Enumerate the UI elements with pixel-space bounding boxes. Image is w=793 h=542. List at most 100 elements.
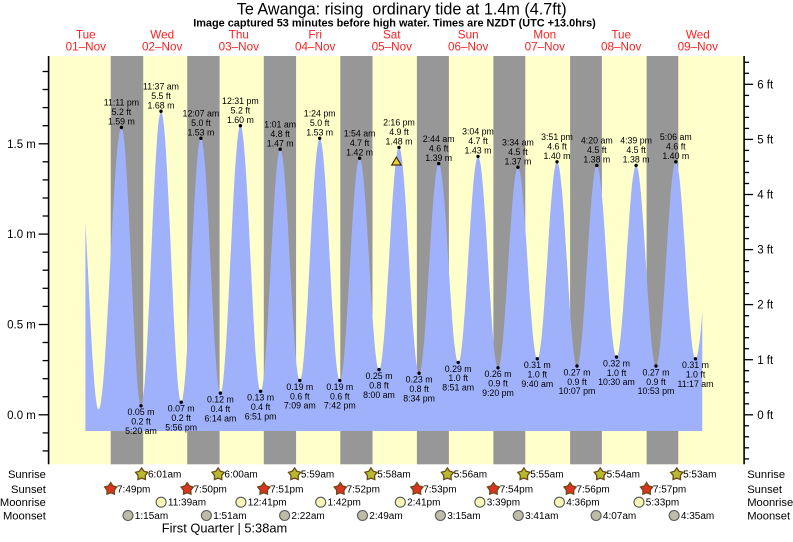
svg-text:1.0 ft: 1.0 ft xyxy=(686,370,706,380)
svg-text:1:54 am: 1:54 am xyxy=(344,128,376,138)
svg-text:Moonrise: Moonrise xyxy=(0,497,46,509)
svg-text:Te Awanga: rising ordinary ti: Te Awanga: rising ordinary tide at 1.4m … xyxy=(237,1,567,19)
svg-text:1.0 m: 1.0 m xyxy=(7,229,36,241)
svg-text:Sunrise: Sunrise xyxy=(8,469,46,481)
svg-text:0.31 m: 0.31 m xyxy=(524,360,551,370)
svg-text:5:58am: 5:58am xyxy=(377,470,410,481)
svg-text:3:51 pm: 3:51 pm xyxy=(541,132,573,142)
svg-text:5:56 pm: 5:56 pm xyxy=(165,422,197,432)
svg-text:Fri: Fri xyxy=(308,28,322,41)
svg-text:04–Nov: 04–Nov xyxy=(295,40,335,53)
svg-text:12:07 am: 12:07 am xyxy=(183,109,220,119)
svg-text:10:07 pm: 10:07 pm xyxy=(559,386,596,396)
svg-text:0.4 ft: 0.4 ft xyxy=(251,402,271,412)
svg-text:1:24 pm: 1:24 pm xyxy=(304,109,336,119)
svg-text:7:09 am: 7:09 am xyxy=(284,401,316,411)
svg-text:5:06 am: 5:06 am xyxy=(660,132,692,142)
svg-text:10:30 am: 10:30 am xyxy=(598,377,635,387)
svg-text:1.38 m: 1.38 m xyxy=(623,155,650,165)
svg-text:1:01 am: 1:01 am xyxy=(264,119,296,129)
svg-text:1.43 m: 1.43 m xyxy=(465,146,492,156)
svg-text:0.6 ft: 0.6 ft xyxy=(330,391,350,401)
svg-text:1.60 m: 1.60 m xyxy=(227,115,254,125)
svg-text:4.7 ft: 4.7 ft xyxy=(350,138,370,148)
svg-text:7:57pm: 7:57pm xyxy=(653,484,686,495)
svg-text:0.26 m: 0.26 m xyxy=(485,369,512,379)
svg-text:08–Nov: 08–Nov xyxy=(601,40,641,53)
svg-text:4:07am: 4:07am xyxy=(603,511,636,522)
svg-text:5:55am: 5:55am xyxy=(530,470,563,481)
svg-text:1.53 m: 1.53 m xyxy=(306,128,333,138)
svg-text:1.37 m: 1.37 m xyxy=(504,156,531,166)
svg-text:4.5 ft: 4.5 ft xyxy=(587,145,607,155)
svg-text:06–Nov: 06–Nov xyxy=(448,40,488,53)
svg-text:1.59 m: 1.59 m xyxy=(108,117,135,127)
svg-text:0.0 m: 0.0 m xyxy=(7,410,36,422)
svg-text:5:33pm: 5:33pm xyxy=(646,498,679,509)
svg-text:7:52pm: 7:52pm xyxy=(347,484,380,495)
svg-text:2:16 pm: 2:16 pm xyxy=(383,118,415,128)
svg-text:4.5 ft: 4.5 ft xyxy=(626,145,646,155)
svg-text:0.2 ft: 0.2 ft xyxy=(131,417,151,427)
svg-text:11:39am: 11:39am xyxy=(168,498,206,509)
svg-text:3:39pm: 3:39pm xyxy=(487,498,520,509)
svg-text:6:14 am: 6:14 am xyxy=(205,413,237,423)
svg-text:4:39 pm: 4:39 pm xyxy=(620,136,652,146)
svg-text:0.32 m: 0.32 m xyxy=(603,358,630,368)
svg-text:3:15am: 3:15am xyxy=(447,511,480,522)
svg-text:Thu: Thu xyxy=(229,28,249,41)
svg-text:0.9 ft: 0.9 ft xyxy=(646,377,666,387)
svg-text:Sun: Sun xyxy=(458,28,479,41)
svg-text:Tue: Tue xyxy=(611,28,631,41)
svg-text:5:20 am: 5:20 am xyxy=(125,426,157,436)
svg-text:1.68 m: 1.68 m xyxy=(148,100,175,110)
svg-text:Sunrise: Sunrise xyxy=(747,469,785,481)
svg-text:7:54pm: 7:54pm xyxy=(500,484,533,495)
svg-text:9:40 am: 9:40 am xyxy=(521,379,553,389)
svg-text:Sat: Sat xyxy=(383,28,401,41)
svg-text:2 ft: 2 ft xyxy=(757,300,774,312)
svg-text:0.05 m: 0.05 m xyxy=(128,407,155,417)
svg-text:4.5 ft: 4.5 ft xyxy=(508,147,528,157)
svg-text:01–Nov: 01–Nov xyxy=(66,40,106,53)
svg-text:4.8 ft: 4.8 ft xyxy=(270,129,290,139)
svg-text:4.9 ft: 4.9 ft xyxy=(389,127,409,137)
svg-text:5.5 ft: 5.5 ft xyxy=(151,91,171,101)
svg-text:03–Nov: 03–Nov xyxy=(219,40,259,53)
svg-text:1.5 m: 1.5 m xyxy=(7,139,36,151)
svg-text:0.31 m: 0.31 m xyxy=(682,360,709,370)
svg-text:05–Nov: 05–Nov xyxy=(372,40,412,53)
svg-text:1.38 m: 1.38 m xyxy=(583,155,610,165)
svg-text:07–Nov: 07–Nov xyxy=(525,40,565,53)
svg-text:02–Nov: 02–Nov xyxy=(142,40,182,53)
svg-text:0.27 m: 0.27 m xyxy=(643,367,670,377)
svg-text:1.47 m: 1.47 m xyxy=(267,138,294,148)
svg-text:5.2 ft: 5.2 ft xyxy=(112,107,132,117)
svg-text:0.19 m: 0.19 m xyxy=(286,382,313,392)
svg-text:1 ft: 1 ft xyxy=(757,355,774,367)
svg-text:0.29 m: 0.29 m xyxy=(445,364,472,374)
svg-text:Moonrise: Moonrise xyxy=(747,497,793,509)
svg-text:8:51 am: 8:51 am xyxy=(442,383,474,393)
svg-text:0.4 ft: 0.4 ft xyxy=(211,404,231,414)
svg-text:Mon: Mon xyxy=(533,28,556,41)
svg-text:1.40 m: 1.40 m xyxy=(662,151,689,161)
svg-text:5:54am: 5:54am xyxy=(607,470,640,481)
svg-text:2:49am: 2:49am xyxy=(369,511,402,522)
svg-text:5:53am: 5:53am xyxy=(683,470,716,481)
svg-text:11:37 am: 11:37 am xyxy=(143,81,179,91)
svg-text:12:41pm: 12:41pm xyxy=(248,498,287,509)
svg-text:0.25 m: 0.25 m xyxy=(366,371,393,381)
svg-text:4 ft: 4 ft xyxy=(757,190,774,202)
svg-text:12:31 pm: 12:31 pm xyxy=(222,96,259,106)
svg-text:Wed: Wed xyxy=(150,28,174,41)
svg-text:Tue: Tue xyxy=(76,28,96,41)
svg-text:0.9 ft: 0.9 ft xyxy=(567,377,587,387)
svg-text:1:15am: 1:15am xyxy=(135,511,168,522)
svg-text:4.6 ft: 4.6 ft xyxy=(547,142,567,152)
svg-text:0.23 m: 0.23 m xyxy=(406,375,433,385)
svg-text:7:53pm: 7:53pm xyxy=(423,484,456,495)
svg-text:2:44 am: 2:44 am xyxy=(423,134,455,144)
svg-text:5:59am: 5:59am xyxy=(301,470,334,481)
svg-text:09–Nov: 09–Nov xyxy=(678,40,718,53)
